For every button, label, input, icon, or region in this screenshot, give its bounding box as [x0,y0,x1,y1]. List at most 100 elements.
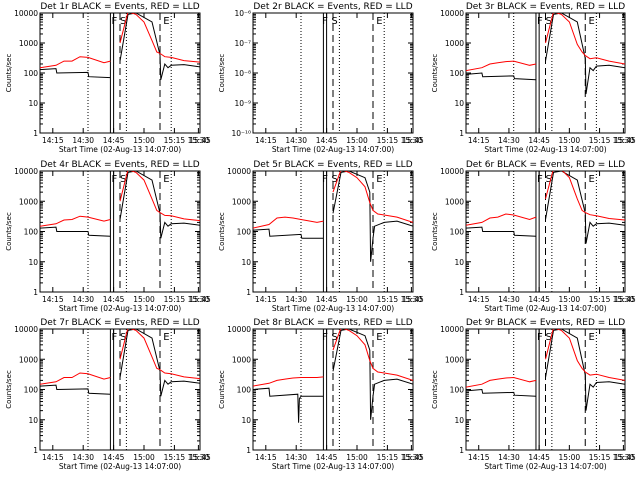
x-tick-label: 15:00 [133,136,155,145]
x-tick-label: 15:45 [614,453,636,462]
panel-det-9: Det 9r BLACK = Events, RED = LLD 1 10 100 10… [431,318,636,471]
x-tick-label: 15:45 [402,136,424,145]
y-axis-label: Counts/sec [5,54,13,93]
series-lld-line [253,171,413,229]
x-tick-label: 15:00 [346,453,368,462]
x-tick-label: 14:30 [285,453,307,462]
y-tick-label: 10 [454,416,464,425]
panel-det-4: Det 4r BLACK = Events, RED = LLD 1 10 100 10… [5,160,211,313]
x-tick-label: 15:00 [346,136,368,145]
panel-title: Det 6r BLACK = Events, RED = LLD [466,160,625,170]
x-tick-label: 15:15 [377,295,399,304]
y-tick-label: 10000 [14,325,38,334]
y-tick-label: 1 [459,446,464,455]
x-tick-label: 15:15 [377,453,399,462]
x-axis-label: Start Time (02-Aug-13 14:07:00) [272,304,394,313]
x-tick-label: 15:30 [613,453,635,462]
y-tick-label: 10000 [14,9,38,18]
series-lld-line [253,329,413,387]
marker-E: E [588,332,594,343]
x-tick-label: 14:30 [72,136,94,145]
x-tick-label: 15:00 [559,295,581,304]
y-tick-label: 1000 [19,197,38,206]
x-tick-label: 14:30 [285,136,307,145]
x-axis-label: Start Time (02-Aug-13 14:07:00) [59,462,181,471]
x-tick-label: 14:15 [42,136,64,145]
x-tick-label: 14:45 [528,136,550,145]
series-lld-line [466,13,625,72]
y-tick-label: 10000 [14,167,38,176]
x-tick-label: 15:15 [377,136,399,145]
y-axis-label: Counts/sec [5,212,13,251]
panel-title: Det 8r BLACK = Events, RED = LLD [253,318,412,328]
y-axis-label: Counts/sec [218,370,226,409]
x-tick-label: 14:15 [468,136,490,145]
x-axis-label: Start Time (02-Aug-13 14:07:00) [484,462,606,471]
y-tick-label: 10⁻⁸ [234,69,251,78]
x-tick-label: 14:15 [42,295,64,304]
x-tick-label: 15:00 [346,295,368,304]
marker-F: F [112,16,118,27]
y-axis-label: Counts/sec [431,370,439,409]
x-tick-label: 15:30 [613,295,635,304]
x-tick-label: 15:30 [188,295,210,304]
x-tick-label: 15:45 [402,453,424,462]
marker-E: E [163,174,169,185]
y-tick-label: 10000 [440,325,464,334]
y-axis-label: Counts/sec [431,212,439,251]
panel-det-1: Det 1r BLACK = Events, RED = LLD 1 10 100 10… [5,2,211,154]
y-tick-label: 1 [33,446,38,455]
marker-F: F [322,174,328,185]
marker-S: S [331,332,337,343]
y-tick-label: 1 [33,288,38,297]
y-tick-label: 1 [33,129,38,138]
series-lld-line [466,329,625,388]
y-axis-label: Counts/sec [218,54,226,93]
y-tick-label: 10 [28,258,38,267]
x-tick-label: 15:30 [613,136,635,145]
x-tick-label: 15:45 [402,295,424,304]
marker-E: E [588,16,594,27]
x-axis-label: Start Time (02-Aug-13 14:07:00) [59,304,181,313]
y-tick-label: 1000 [445,355,464,364]
series-lld-line [466,171,625,226]
panel-det-8: Det 8r BLACK = Events, RED = LLD 1 10 100 10… [218,318,424,471]
x-tick-label: 15:45 [614,136,636,145]
y-tick-label: 100 [450,228,465,237]
y-tick-label: 10 [454,99,464,108]
y-tick-label: 10000 [227,325,251,334]
marker-E: E [376,16,382,27]
x-tick-label: 14:30 [285,295,307,304]
x-tick-label: 14:15 [255,453,277,462]
x-tick-label: 14:15 [468,453,490,462]
marker-E: E [163,16,169,27]
y-tick-label: 10 [28,99,38,108]
x-tick-label: 14:45 [316,136,338,145]
x-tick-label: 14:45 [528,295,550,304]
x-tick-label: 15:45 [189,136,211,145]
y-tick-label: 1 [459,129,464,138]
x-tick-label: 15:15 [589,453,611,462]
panel-title: Det 5r BLACK = Events, RED = LLD [253,160,412,170]
marker-F: F [112,332,118,343]
marker-S: S [546,332,552,343]
x-tick-label: 15:15 [164,295,186,304]
y-tick-label: 100 [237,228,252,237]
x-tick-label: 15:15 [164,453,186,462]
marker-E: E [376,332,382,343]
marker-E: E [376,174,382,185]
y-tick-label: 10⁻⁶ [234,9,251,18]
x-tick-label: 14:15 [468,295,490,304]
y-tick-label: 10 [454,258,464,267]
x-axis-label: Start Time (02-Aug-13 14:07:00) [484,304,606,313]
y-tick-label: 1000 [232,355,251,364]
x-axis-label: Start Time (02-Aug-13 14:07:00) [272,145,394,154]
panel-title: Det 3r BLACK = Events, RED = LLD [466,2,625,12]
x-axis-label: Start Time (02-Aug-13 14:07:00) [484,145,606,154]
x-tick-label: 15:00 [133,453,155,462]
series-lld-line [40,329,200,385]
y-tick-label: 100 [237,386,252,395]
x-tick-label: 15:45 [189,295,211,304]
